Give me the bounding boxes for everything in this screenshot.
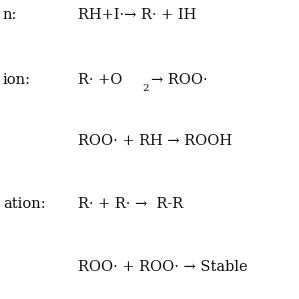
Text: ROO· + ROO· → Stable: ROO· + ROO· → Stable xyxy=(78,260,247,274)
Text: 2: 2 xyxy=(142,84,149,93)
Text: n:: n: xyxy=(3,8,17,22)
Text: → ROO·: → ROO· xyxy=(151,73,208,87)
Text: R· + R· →  R-R: R· + R· → R-R xyxy=(78,197,183,211)
Text: R· +O: R· +O xyxy=(78,73,122,87)
Text: ation:: ation: xyxy=(3,197,46,211)
Text: RH+I·→ R· + IH: RH+I·→ R· + IH xyxy=(78,8,196,22)
Text: ion:: ion: xyxy=(3,73,31,87)
Text: ROO· + RH → ROOH: ROO· + RH → ROOH xyxy=(78,134,232,148)
